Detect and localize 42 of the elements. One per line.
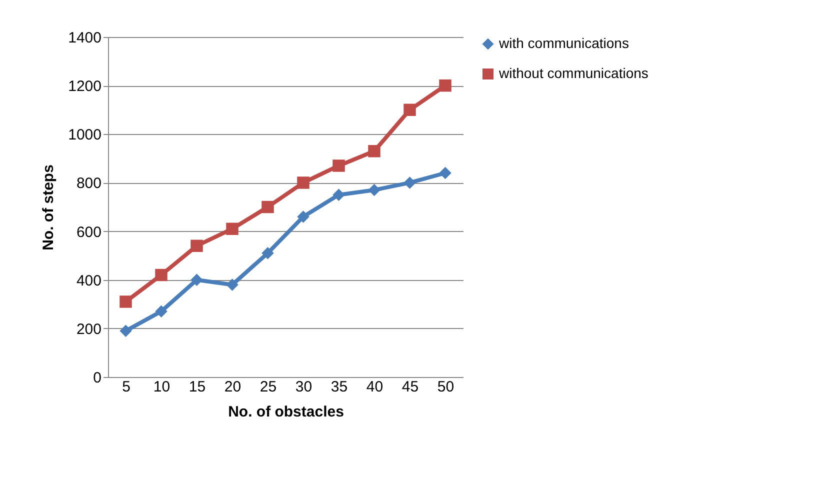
point: [332, 160, 345, 172]
point: [404, 104, 416, 116]
point: [120, 324, 132, 337]
x-tick-label: 45: [402, 378, 419, 396]
point: [439, 79, 452, 92]
x-tick-label: 25: [260, 378, 277, 396]
x-tick-label: 30: [295, 378, 312, 396]
x-tick-label: 35: [330, 378, 348, 396]
point: [226, 222, 238, 235]
point: [368, 184, 380, 196]
point: [155, 305, 168, 318]
x-tick-label: 15: [188, 378, 206, 396]
y-tick-label: 800: [76, 175, 102, 192]
x-tick-label: 50: [437, 378, 454, 396]
point: [297, 210, 310, 223]
point: [332, 188, 345, 201]
y-axis-title: No. of steps: [40, 164, 58, 250]
point: [404, 176, 416, 189]
point: [439, 166, 452, 180]
y-tick-label: 400: [76, 272, 102, 290]
y-tick-label: 1200: [68, 78, 102, 96]
point: [262, 247, 274, 260]
point: [262, 200, 274, 214]
y-tick-label: 1000: [68, 126, 102, 144]
y-tick-label: 1400: [68, 30, 102, 46]
y-tick-label: 0: [93, 370, 102, 386]
x-tick-label: 10: [153, 378, 170, 396]
legend-label: without communications: [498, 65, 648, 81]
x-tick-label: 40: [366, 378, 384, 396]
x-tick-label: 20: [224, 378, 242, 396]
point: [190, 240, 203, 252]
point: [297, 176, 310, 189]
y-tick-label: 600: [76, 224, 102, 241]
point: [190, 274, 203, 286]
x-axis-title: No. of obstacles: [228, 404, 344, 420]
x-tick-label: 5: [122, 378, 130, 396]
point: [155, 268, 168, 282]
point: [120, 296, 132, 308]
point: [226, 278, 238, 291]
point: [368, 145, 380, 158]
legend-label: with communications: [498, 35, 629, 51]
y-tick-label: 200: [76, 320, 102, 338]
